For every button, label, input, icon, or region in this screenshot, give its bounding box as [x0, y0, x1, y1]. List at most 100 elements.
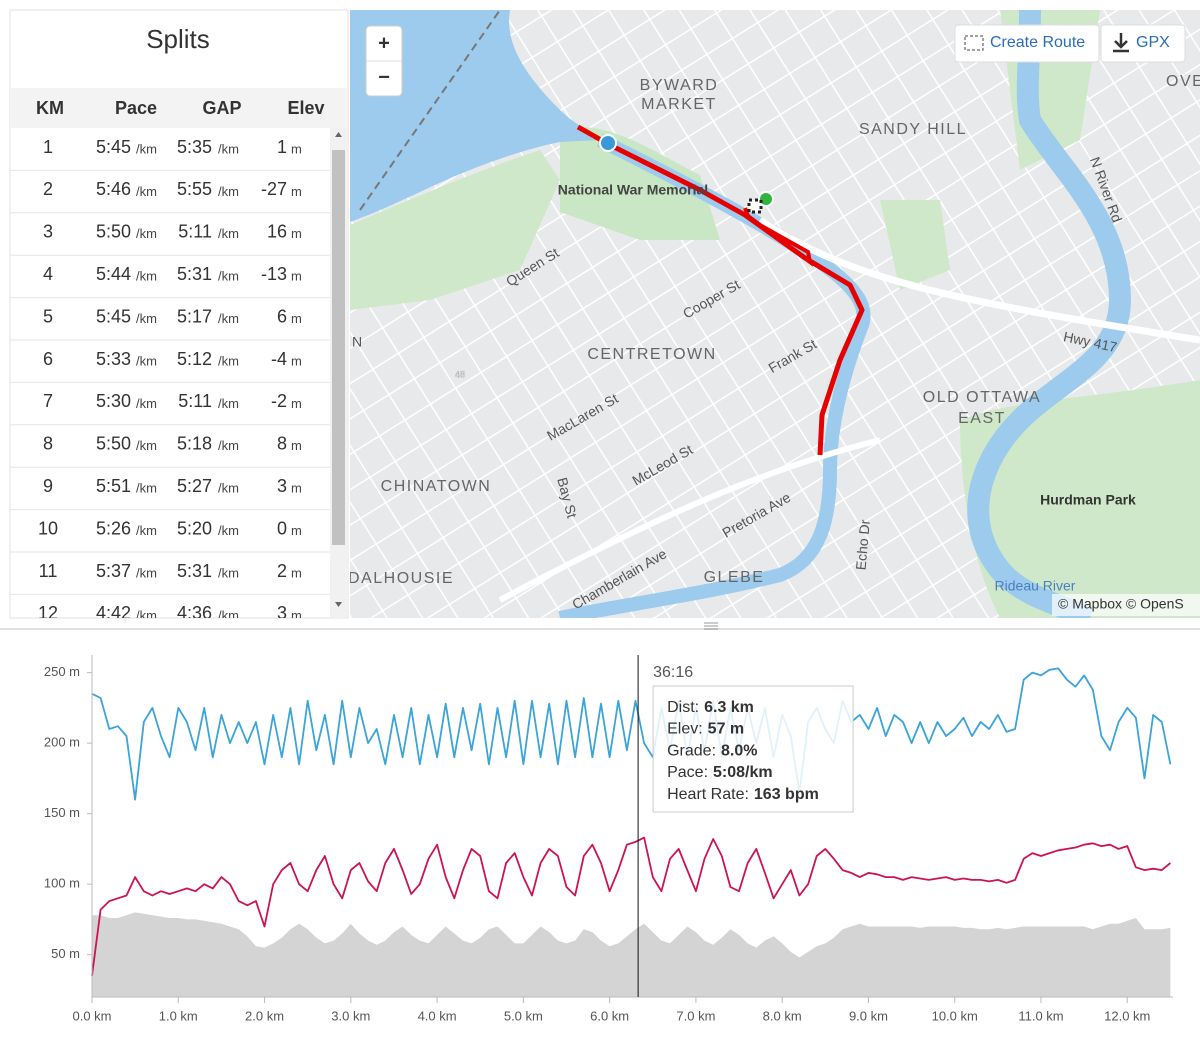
park [350, 150, 560, 310]
split-km: 10 [38, 518, 58, 538]
attribution-bg [1052, 594, 1200, 616]
split-gap-unit: /km [218, 396, 239, 411]
split-elev-unit: m [291, 184, 302, 199]
tooltip-label: Grade: [667, 743, 716, 760]
map-label: EAST [958, 410, 1006, 427]
tooltip-value: 5:08/km [713, 764, 773, 781]
split-km: 9 [43, 476, 53, 496]
split-pace: 5:50 [96, 222, 131, 242]
tooltip-row: Dist: 6.3 km [667, 699, 754, 716]
split-elev-unit: m [291, 269, 302, 284]
tooltip-value: 8.0% [721, 743, 757, 760]
map-label: SANDY HILL [859, 121, 967, 138]
create-route-label[interactable]: Create Route [990, 34, 1085, 51]
zoom-in[interactable]: + [378, 32, 390, 54]
scroll-up[interactable] [335, 132, 342, 137]
map-label: CENTRETOWN [587, 346, 716, 363]
tooltip-label: Pace: [667, 764, 708, 781]
y-tick-label: 250 m [44, 664, 80, 679]
gpx-label[interactable]: GPX [1136, 34, 1170, 51]
split-gap: 5:31 [177, 264, 212, 284]
attribution[interactable]: © Mapbox © OpenS [1058, 596, 1184, 612]
split-pace: 5:37 [96, 561, 131, 581]
split-elev: -4 [271, 349, 287, 369]
x-tick-label: 11.0 km [1018, 1008, 1063, 1023]
x-tick-label: 12.0 km [1104, 1008, 1150, 1023]
split-gap-unit: /km [218, 438, 239, 453]
column-header: Elev [287, 98, 324, 118]
split-gap-unit: /km [218, 523, 239, 538]
x-tick-label: 9.0 km [849, 1008, 888, 1023]
split-elev: -13 [261, 264, 287, 284]
split-gap: 5:55 [177, 179, 212, 199]
split-pace-unit: /km [136, 311, 157, 326]
split-gap: 5:31 [177, 561, 212, 581]
x-tick-label: 10.0 km [932, 1008, 978, 1023]
split-gap-unit: /km [218, 481, 239, 496]
split-km: 6 [43, 349, 53, 369]
x-tick-label: 6.0 km [590, 1008, 629, 1023]
tooltip-label: Elev: [667, 721, 703, 738]
split-gap: 5:12 [177, 349, 212, 369]
series-line [91, 667, 1172, 801]
map[interactable]: BYWARD MARKET SANDY HILL OVE National Wa… [348, 10, 1200, 618]
split-elev-unit: m [291, 311, 302, 326]
scroll-down[interactable] [335, 602, 342, 607]
split-pace-unit: /km [136, 481, 157, 496]
split-pace-unit: /km [136, 565, 157, 580]
map-label: OLD OTTAWA [923, 389, 1041, 406]
boundary [359, 10, 501, 211]
split-km: 12 [38, 603, 58, 623]
x-tick-label: 2.0 km [245, 1008, 284, 1023]
y-tick-label: 100 m [44, 876, 80, 891]
y-tick-label: 150 m [44, 805, 80, 820]
rideau-river [967, 10, 1132, 618]
zoom-out[interactable]: − [378, 66, 390, 88]
column-header: Pace [115, 98, 157, 118]
resize-handle[interactable] [704, 622, 718, 630]
download-icon [1113, 33, 1129, 53]
split-elev-unit: m [291, 608, 302, 623]
scrollbar-thumb[interactable] [332, 150, 345, 545]
split-elev-unit: m [291, 353, 302, 368]
split-gap: 5:35 [177, 137, 212, 157]
map-label: OVE [1166, 73, 1200, 90]
park [880, 200, 950, 290]
split-km: 4 [43, 264, 53, 284]
split-pace: 5:30 [96, 391, 131, 411]
split-gap-unit: /km [218, 608, 239, 623]
x-tick-label: 5.0 km [504, 1008, 543, 1023]
series-line [91, 836, 1171, 976]
route-icon [964, 35, 984, 51]
x-tick-label: 8.0 km [763, 1008, 802, 1023]
split-elev: 1 [277, 137, 287, 157]
split-gap: 5:17 [177, 306, 212, 326]
route [743, 207, 813, 267]
split-km: 2 [43, 179, 53, 199]
map-label: N [352, 334, 362, 350]
split-km: 7 [43, 391, 53, 411]
split-elev-unit: m [291, 481, 302, 496]
road [498, 437, 881, 603]
park [960, 380, 1200, 618]
map-label: Hurdman Park [1040, 492, 1136, 508]
split-elev: 3 [277, 476, 287, 496]
finish-flag [747, 198, 763, 214]
x-tick-label: 4.0 km [418, 1008, 457, 1023]
split-pace: 5:33 [96, 349, 131, 369]
tooltip-label: Dist: [667, 699, 699, 716]
splits-rows: 1 5:45/km 5:35/km 1 m2 5:46/km 5:55/km -27 m3 5:5… [10, 137, 330, 623]
column-header: GAP [202, 98, 241, 118]
split-pace-unit: /km [136, 141, 157, 156]
tooltip-row: Grade: 8.0% [667, 743, 757, 760]
split-elev-unit: m [291, 565, 302, 580]
split-gap: 5:11 [178, 391, 212, 411]
river [350, 10, 600, 222]
map-label: National War Memorial [558, 182, 708, 198]
x-tick-label: 3.0 km [331, 1008, 370, 1023]
split-elev-unit: m [291, 523, 302, 538]
create-route-button[interactable] [954, 24, 1100, 63]
split-elev: 3 [277, 603, 287, 623]
split-pace-unit: /km [136, 523, 157, 538]
